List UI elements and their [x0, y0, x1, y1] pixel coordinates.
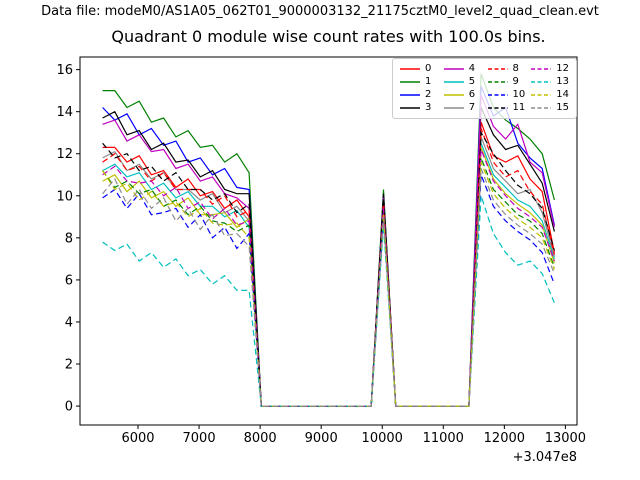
legend-label-12: 12	[556, 62, 569, 74]
legend-item-7: 7	[443, 102, 482, 115]
legend-line-sample-7	[443, 107, 464, 110]
legend-item-4: 4	[443, 62, 482, 75]
legend-label-3: 3	[425, 102, 432, 114]
legend-item-10: 10	[487, 89, 526, 102]
series-line-10	[102, 174, 555, 407]
series-line-14	[102, 161, 555, 407]
legend-item-15: 15	[531, 102, 569, 115]
series-line-9	[102, 157, 555, 407]
legend: 0 1 2 3 4 5 6 7 8 9 10 11 12 13 14 15	[392, 58, 577, 119]
y-tick-label: 8	[65, 231, 73, 246]
legend-label-2: 2	[425, 89, 432, 101]
legend-line-sample-10	[487, 94, 508, 96]
legend-item-11: 11	[487, 102, 526, 115]
y-tick-label: 14	[56, 105, 73, 120]
legend-label-1: 1	[425, 75, 432, 87]
x-tick-label: 11000	[423, 431, 464, 446]
legend-line-sample-3	[400, 107, 420, 110]
legend-label-13: 13	[556, 75, 569, 87]
legend-line-sample-11	[487, 107, 508, 110]
legend-item-6: 6	[443, 89, 482, 102]
series-line-8	[102, 128, 555, 407]
legend-label-14: 14	[556, 89, 569, 101]
legend-item-14: 14	[531, 89, 569, 102]
series-line-2	[102, 86, 555, 407]
legend-line-sample-9	[487, 81, 508, 83]
x-tick-label: 12000	[484, 431, 525, 446]
legend-item-9: 9	[487, 75, 526, 88]
y-tick-label: 12	[56, 147, 73, 162]
y-tick-label: 4	[65, 315, 73, 330]
legend-item-1: 1	[400, 75, 438, 88]
legend-line-sample-13	[531, 81, 552, 83]
legend-line-sample-12	[531, 67, 552, 70]
legend-item-0: 0	[400, 62, 438, 75]
legend-line-sample-5	[443, 81, 464, 83]
legend-label-10: 10	[512, 89, 526, 101]
legend-item-5: 5	[443, 75, 482, 88]
legend-line-sample-1	[400, 81, 420, 83]
x-tick-label: 6000	[121, 431, 154, 446]
x-axis-offset-label: +3.047e8	[512, 450, 577, 465]
x-tick-label: 13000	[545, 431, 586, 446]
legend-label-0: 0	[425, 62, 432, 74]
y-tick-label: 10	[56, 189, 73, 204]
legend-item-8: 8	[487, 62, 526, 75]
legend-label-4: 4	[468, 62, 476, 74]
y-tick-label: 6	[65, 273, 73, 288]
legend-line-sample-0	[400, 67, 420, 70]
series-line-7	[102, 136, 555, 407]
series-line-6	[102, 147, 555, 407]
legend-line-sample-4	[443, 67, 464, 70]
legend-label-11: 11	[512, 102, 526, 114]
legend-line-sample-2	[400, 94, 420, 96]
legend-line-sample-15	[531, 107, 552, 110]
series-line-13	[102, 195, 555, 407]
x-tick-label: 7000	[183, 431, 216, 446]
legend-label-8: 8	[512, 62, 519, 74]
legend-item-12: 12	[531, 62, 569, 75]
x-tick-label: 8000	[244, 431, 277, 446]
series-line-1	[102, 73, 555, 407]
legend-line-sample-14	[531, 94, 552, 96]
legend-line-sample-8	[487, 67, 508, 70]
x-tick-label: 9000	[305, 431, 338, 446]
legend-label-9: 9	[512, 75, 519, 87]
legend-item-2: 2	[400, 89, 438, 102]
legend-label-7: 7	[468, 102, 476, 114]
legend-label-15: 15	[556, 102, 569, 114]
legend-item-3: 3	[400, 102, 438, 115]
y-tick-label: 0	[65, 400, 73, 415]
chart-title: Quadrant 0 module wise count rates with …	[111, 27, 546, 46]
series-line-15	[102, 168, 555, 407]
legend-label-6: 6	[468, 89, 476, 101]
legend-label-5: 5	[468, 75, 476, 87]
data-file-label: Data file: modeM0/AS1A05_062T01_90000031…	[41, 4, 599, 19]
legend-line-sample-6	[443, 94, 464, 96]
y-tick-label: 2	[65, 358, 73, 373]
legend-item-13: 13	[531, 75, 569, 88]
x-tick-label: 10000	[362, 431, 403, 446]
y-tick-label: 16	[56, 63, 73, 78]
axes-frame	[79, 56, 578, 426]
